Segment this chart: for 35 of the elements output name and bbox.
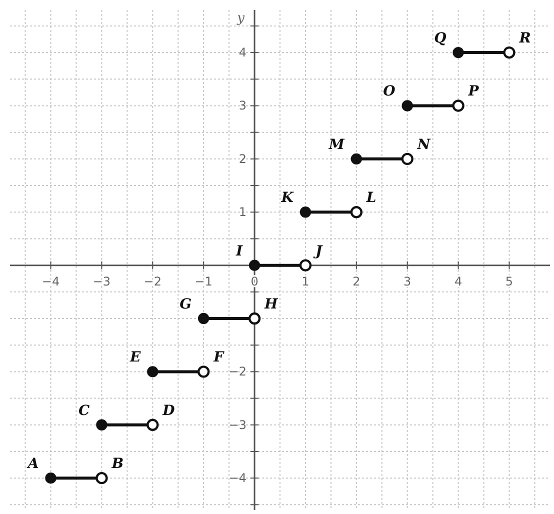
y-tick-label: 4 [238,46,247,60]
annotation: F [212,350,225,366]
x-tick-label: −2 [144,274,162,288]
annotation: J [312,243,324,260]
y-tick-label: 3 [238,98,247,113]
annotation: D [162,402,176,419]
annotation: P [467,84,480,100]
annotation: K [280,190,294,206]
y-tick-label: −4 [228,471,247,486]
annotation: Q [434,30,446,47]
x-tick-label: 3 [404,274,412,288]
annotation: E [128,350,141,366]
x-tick-label: −4 [42,274,60,288]
x-tick-label: −3 [92,274,111,288]
annotation: A [26,456,39,472]
annotation: R [518,30,531,47]
annotation: C [78,402,90,419]
x-tick-label: 1 [302,274,310,288]
annotation: H [264,296,279,313]
annotation: M [328,136,345,153]
y-axis-title: y [236,11,246,26]
y-tick-label: 1 [238,205,247,220]
x-tick-label: 5 [505,274,514,288]
annotation: B [110,456,124,472]
x-tick-label: −1 [194,274,212,288]
annotation: I [234,243,243,260]
annotation: G [180,296,192,313]
x-tick-label: 4 [454,274,462,288]
annotation: L [365,190,376,206]
annotation: O [383,84,396,100]
y-tick-label: 2 [238,152,247,166]
x-tick-label: 2 [352,274,360,288]
annotation: N [416,136,432,153]
y-tick-label: −3 [228,418,247,432]
y-tick-label: −2 [228,364,247,379]
